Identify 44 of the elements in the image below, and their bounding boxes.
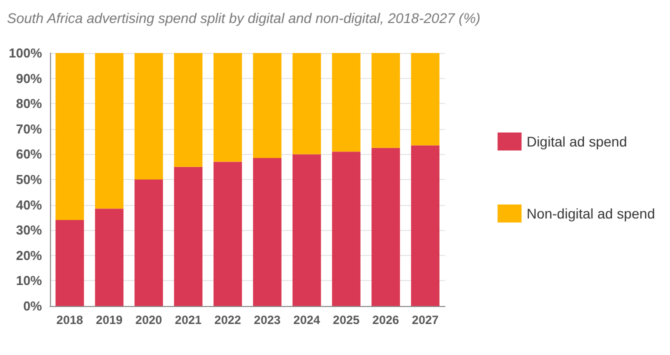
bar xyxy=(95,208,124,306)
y-tick-label: 100% xyxy=(8,46,42,60)
x-tick-label: 2024 xyxy=(293,313,320,327)
bar xyxy=(134,180,163,306)
bar xyxy=(292,53,321,154)
y-tick-label: 90% xyxy=(16,70,42,86)
legend-label: Digital ad spend xyxy=(526,134,627,150)
x-tick-label: 2019 xyxy=(96,313,123,327)
bar xyxy=(372,148,400,306)
x-tick-label: 2018 xyxy=(56,313,84,327)
bar xyxy=(372,53,400,148)
bar xyxy=(174,166,202,306)
x-tick-label: 2021 xyxy=(174,313,202,327)
bar xyxy=(56,53,84,220)
bar xyxy=(253,158,282,306)
x-tick-label: 2023 xyxy=(254,313,281,327)
x-tick-label: 2026 xyxy=(372,313,400,327)
x-tick-label: 2020 xyxy=(135,313,162,327)
y-tick-label: 60% xyxy=(16,146,42,162)
bar xyxy=(134,53,163,180)
bar xyxy=(95,53,124,209)
y-tick-label: 10% xyxy=(16,273,42,288)
bar xyxy=(332,53,360,152)
y-tick-label: 70% xyxy=(16,121,42,136)
legend-label: Non-digital ad spend xyxy=(526,206,655,222)
y-tick-label: 0% xyxy=(23,298,42,314)
x-tick-label: 2027 xyxy=(412,313,439,327)
bar xyxy=(253,53,282,158)
bar xyxy=(174,53,202,167)
bar xyxy=(214,53,242,162)
bar xyxy=(411,53,440,146)
y-tick-label: 80% xyxy=(16,96,42,112)
bar xyxy=(411,145,440,306)
y-tick-label: 20% xyxy=(16,248,42,263)
bar xyxy=(332,152,360,306)
bar xyxy=(56,220,84,306)
bar xyxy=(214,162,242,306)
y-tick-label: 40% xyxy=(16,197,42,212)
x-tick-label: 2025 xyxy=(332,313,360,327)
x-tick-label: 2022 xyxy=(214,313,242,327)
bar xyxy=(292,154,321,306)
y-tick-label: 30% xyxy=(16,222,42,238)
chart-title: South Africa advertising spend split by digital and non-digital, 2018-2027 (%) xyxy=(7,10,480,26)
y-tick-label: 50% xyxy=(16,172,42,187)
